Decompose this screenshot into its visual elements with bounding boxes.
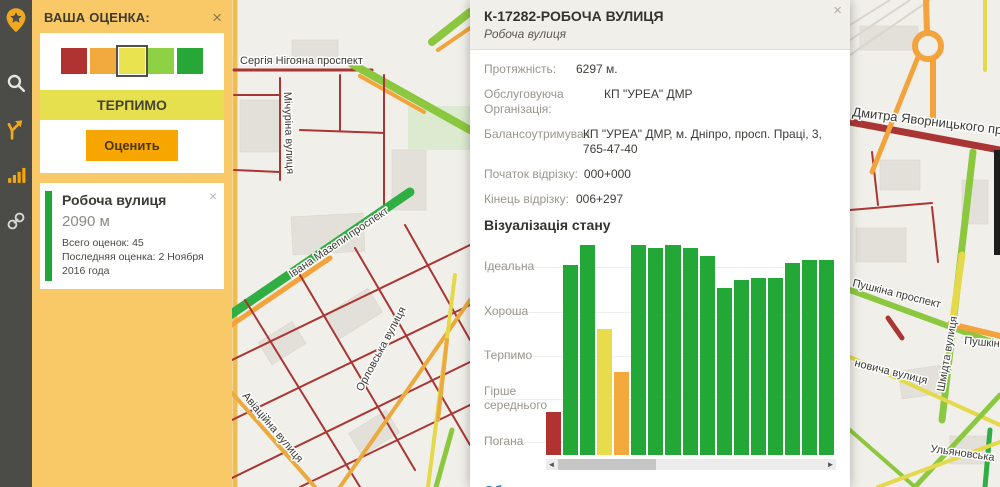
rating-panel-title: ВАША ОЦЕНКА: <box>44 10 150 25</box>
chart-bar-15 <box>802 260 817 455</box>
field-value: КП "УРЕА" ДМР, м. Дніпро, просп. Праці, … <box>583 127 836 158</box>
app-logo-pin-icon[interactable] <box>0 0 32 40</box>
chart-bar-10 <box>717 288 732 455</box>
chart-plot <box>546 241 834 455</box>
field-row: Протяжність: 6297 м. <box>484 62 836 78</box>
chart-scrollbar[interactable]: ◄ ► <box>546 459 836 470</box>
chart-bar-0 <box>546 412 561 455</box>
chart-bar-2 <box>580 245 595 455</box>
rating-swatch-0[interactable] <box>61 48 87 74</box>
rating-card: ТЕРПИМО Оценить <box>40 33 224 173</box>
discussion-link[interactable]: Обговорення <box>484 483 570 487</box>
sidebar-rail <box>0 0 32 487</box>
field-row: Кінець відрізку: 006+297 <box>484 192 836 208</box>
stats-icon[interactable] <box>0 158 32 192</box>
chart-bar-11 <box>734 280 749 455</box>
field-value: 000+000 <box>584 167 631 183</box>
detail-title: К-17282-РОБОЧА ВУЛИЦЯ <box>484 8 836 24</box>
chart-y-label: Ідеальна <box>484 260 542 274</box>
chart-y-label: Погана <box>484 435 542 449</box>
field-row: Початок відрізку: 000+000 <box>484 167 836 183</box>
street-card-name: Робоча вулиця <box>62 192 214 208</box>
street-info-card[interactable]: × Робоча вулиця 2090 м Всего оценок: 45 … <box>40 183 224 289</box>
field-label: Початок відрізку: <box>484 167 584 183</box>
chart-bar-1 <box>563 265 578 455</box>
map-edge-scrollbar[interactable] <box>994 150 1000 255</box>
field-value: 6297 м. <box>576 62 618 78</box>
chart-bar-3 <box>597 329 612 455</box>
field-row: Балансоутримувач: КП "УРЕА" ДМР, м. Дніп… <box>484 127 836 158</box>
detail-subtitle: Робоча вулиця <box>484 27 836 41</box>
field-value: 006+297 <box>576 192 623 208</box>
street-card-accent <box>45 191 52 281</box>
rating-swatch-3[interactable] <box>148 48 174 74</box>
chart-y-label: Хороша <box>484 306 542 320</box>
field-value: КП "УРЕА" ДМР <box>604 87 693 118</box>
rating-swatches <box>40 33 224 90</box>
chart-y-label: Терпимо <box>484 349 542 363</box>
street-card-total-ratings: Всего оценок: 45 <box>62 236 214 250</box>
chart-bar-9 <box>700 256 715 455</box>
rate-button[interactable]: Оценить <box>86 130 178 161</box>
chart-bar-7 <box>665 245 680 455</box>
road-detail-panel: × К-17282-РОБОЧА ВУЛИЦЯ Робоча вулиця Пр… <box>470 0 850 487</box>
chart-bar-8 <box>683 248 698 456</box>
street-label: Сергія Нігояна проспект <box>240 55 363 67</box>
street-card-close-icon[interactable]: × <box>209 188 217 204</box>
chart-y-label: Гірше середнього <box>484 385 542 413</box>
rating-verdict-label: ТЕРПИМО <box>40 90 224 120</box>
chart-bar-13 <box>768 278 783 456</box>
visualization-section-title: Візуалізація стану <box>484 217 836 233</box>
rating-swatch-1[interactable] <box>90 48 116 74</box>
chart-bar-4 <box>614 372 629 455</box>
field-label: Обслуговуюча Організація: <box>484 87 604 118</box>
chart-bar-6 <box>648 248 663 456</box>
chart-bar-5 <box>631 245 646 455</box>
chart-bar-12 <box>751 278 766 456</box>
chart-bar-16 <box>819 260 834 455</box>
road-rating-app: Сергія Нігояна проспект Мічуріна вулиця … <box>0 0 1000 487</box>
rating-swatch-2[interactable] <box>119 48 145 74</box>
street-card-length: 2090 м <box>62 213 214 230</box>
rating-panel-close-icon[interactable]: × <box>212 12 222 24</box>
search-icon[interactable] <box>0 66 32 100</box>
link-icon[interactable] <box>0 204 32 238</box>
route-icon[interactable] <box>0 112 32 146</box>
field-row: Обслуговуюча Організація: КП "УРЕА" ДМР <box>484 87 836 118</box>
field-label: Балансоутримувач: <box>484 127 583 158</box>
rating-swatch-4[interactable] <box>177 48 203 74</box>
field-label: Кінець відрізку: <box>484 192 576 208</box>
condition-chart: Ідеальна Хороша Терпимо Гірше середнього… <box>484 241 836 457</box>
street-card-last-rating: Последняя оценка: 2 Ноября 2016 года <box>62 250 214 278</box>
chart-bar-14 <box>785 263 800 456</box>
field-label: Протяжність: <box>484 62 576 78</box>
detail-header: × К-17282-РОБОЧА ВУЛИЦЯ Робоча вулиця <box>470 0 850 50</box>
scrollbar-thumb[interactable] <box>558 459 656 470</box>
scroll-right-arrow-icon[interactable]: ► <box>825 459 836 470</box>
detail-close-icon[interactable]: × <box>833 2 842 19</box>
scroll-left-arrow-icon[interactable]: ◄ <box>546 459 557 470</box>
rating-panel: ВАША ОЦЕНКА: × ТЕРПИМО Оценить × Робоча … <box>32 0 232 487</box>
